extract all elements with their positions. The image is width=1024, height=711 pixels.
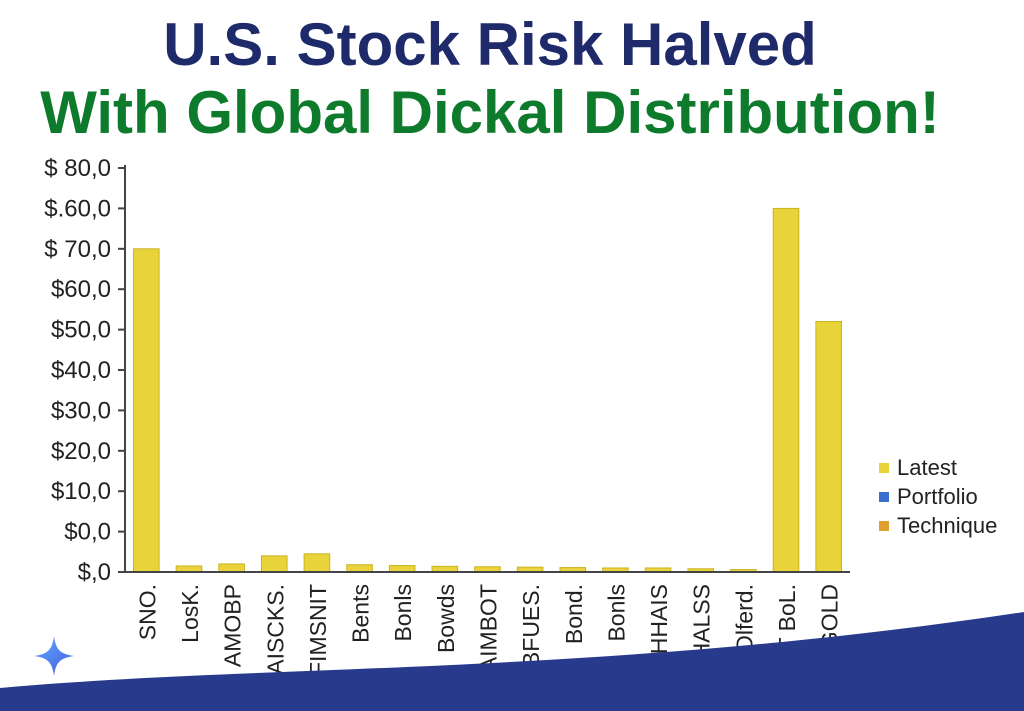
x-tick-label: LosK. (177, 584, 203, 643)
y-tick-label: $20,0 (51, 438, 111, 465)
legend-item-portfolio: Portfolio (879, 482, 997, 511)
legend-label-portfolio: Portfolio (897, 483, 978, 509)
bar (260, 555, 288, 573)
y-tick-label: $40,0 (51, 357, 111, 384)
bar (218, 563, 245, 573)
y-tick-label: $0,0 (64, 519, 111, 546)
y-tick-label: $ 80,0 (44, 155, 111, 182)
x-tick-label: Bonls (390, 584, 416, 642)
legend-item-technique: Technique (879, 511, 997, 540)
bar (303, 553, 331, 573)
bar (133, 248, 160, 573)
y-tick-label: $.60,0 (44, 195, 111, 222)
x-axis-labels: SNO. LosK. AMOBP AISCKS. FIMSNIT Bents Bonls Bo… (134, 584, 842, 688)
x-tick-label: Dlferd. (731, 584, 757, 652)
x-tick-label: FIBFUES. (518, 584, 544, 688)
y-axis: $,0 $0,0 $10,0 $20,0 $30,0 $40,0 $50,0 $60,0 $ 7… (44, 155, 125, 586)
legend: Latest Portfolio Technique (879, 453, 997, 540)
bar (346, 564, 373, 573)
legend-swatch-technique (879, 520, 889, 531)
chart-title: U.S. Stock Risk Halved (163, 11, 817, 78)
legend-label-latest: Latest (897, 454, 957, 480)
legend-swatch-portfolio (879, 491, 889, 502)
legend-label-technique: Technique (897, 512, 998, 538)
y-tick-label: $50,0 (51, 317, 111, 344)
bar (815, 321, 842, 573)
x-tick-label: AIMBOT (476, 584, 502, 672)
x-tick-label: AMOBP (220, 584, 246, 667)
y-tick-label: $60,0 (51, 276, 111, 303)
x-tick-label: GOLD (817, 584, 843, 649)
y-tick-label: $,0 (78, 559, 111, 586)
legend-item-latest: Latest (879, 453, 997, 482)
x-tick-label: SNO. (134, 584, 160, 640)
bars (133, 207, 842, 573)
y-tick-label: $ 70,0 (44, 236, 111, 263)
x-tick-label: AISCKS. (262, 584, 288, 675)
bar (772, 207, 800, 573)
chart-subtitle: With Global Dickal Distribution! (40, 79, 940, 146)
legend-swatch-latest (879, 462, 889, 473)
y-tick-label: $10,0 (51, 478, 111, 505)
x-tick-label: Bents (348, 584, 374, 643)
x-tick-label: Bond. (561, 584, 587, 644)
x-tick-label: Bowds (433, 584, 459, 653)
sparkle-icon (34, 636, 74, 676)
x-tick-label: AHALSS (689, 584, 715, 675)
y-tick-label: $30,0 (51, 397, 111, 424)
x-tick-label: Bonls (603, 584, 629, 642)
x-tick-label: NIT BoL. (774, 584, 800, 674)
x-tick-label: HHAIS (646, 584, 672, 654)
x-tick-label: FIMSNIT (305, 584, 331, 676)
